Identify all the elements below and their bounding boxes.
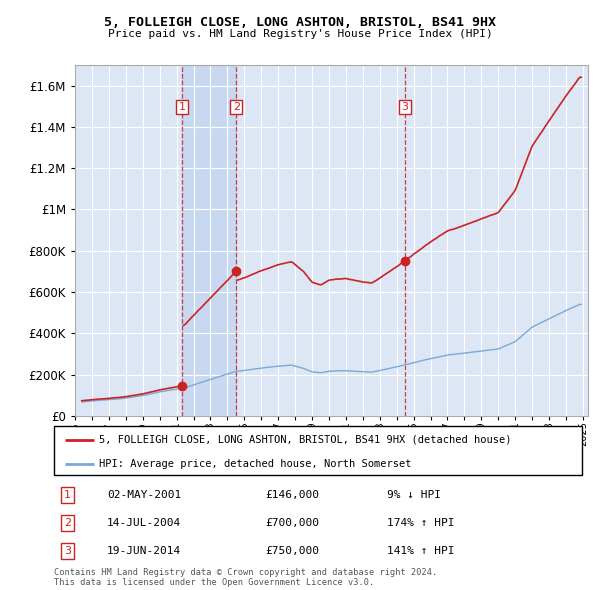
Text: £700,000: £700,000 bbox=[265, 518, 319, 527]
Text: 3: 3 bbox=[401, 102, 408, 112]
Text: £146,000: £146,000 bbox=[265, 490, 319, 500]
Text: 02-MAY-2001: 02-MAY-2001 bbox=[107, 490, 181, 500]
Text: 141% ↑ HPI: 141% ↑ HPI bbox=[386, 546, 454, 556]
Text: 1: 1 bbox=[179, 102, 186, 112]
Text: 174% ↑ HPI: 174% ↑ HPI bbox=[386, 518, 454, 527]
Text: 9% ↓ HPI: 9% ↓ HPI bbox=[386, 490, 440, 500]
Text: 2: 2 bbox=[64, 518, 71, 527]
Text: £750,000: £750,000 bbox=[265, 546, 319, 556]
Text: 3: 3 bbox=[64, 546, 71, 556]
Text: Price paid vs. HM Land Registry's House Price Index (HPI): Price paid vs. HM Land Registry's House … bbox=[107, 30, 493, 39]
Text: HPI: Average price, detached house, North Somerset: HPI: Average price, detached house, Nort… bbox=[99, 459, 412, 469]
Bar bbox=[182, 65, 236, 416]
Text: 19-JUN-2014: 19-JUN-2014 bbox=[107, 546, 181, 556]
Text: 14-JUL-2004: 14-JUL-2004 bbox=[107, 518, 181, 527]
Text: 5, FOLLEIGH CLOSE, LONG ASHTON, BRISTOL, BS41 9HX: 5, FOLLEIGH CLOSE, LONG ASHTON, BRISTOL,… bbox=[104, 16, 496, 29]
Text: 5, FOLLEIGH CLOSE, LONG ASHTON, BRISTOL, BS41 9HX (detached house): 5, FOLLEIGH CLOSE, LONG ASHTON, BRISTOL,… bbox=[99, 435, 511, 445]
Text: 1: 1 bbox=[64, 490, 71, 500]
Text: 2: 2 bbox=[233, 102, 240, 112]
Text: Contains HM Land Registry data © Crown copyright and database right 2024.
This d: Contains HM Land Registry data © Crown c… bbox=[54, 568, 437, 587]
